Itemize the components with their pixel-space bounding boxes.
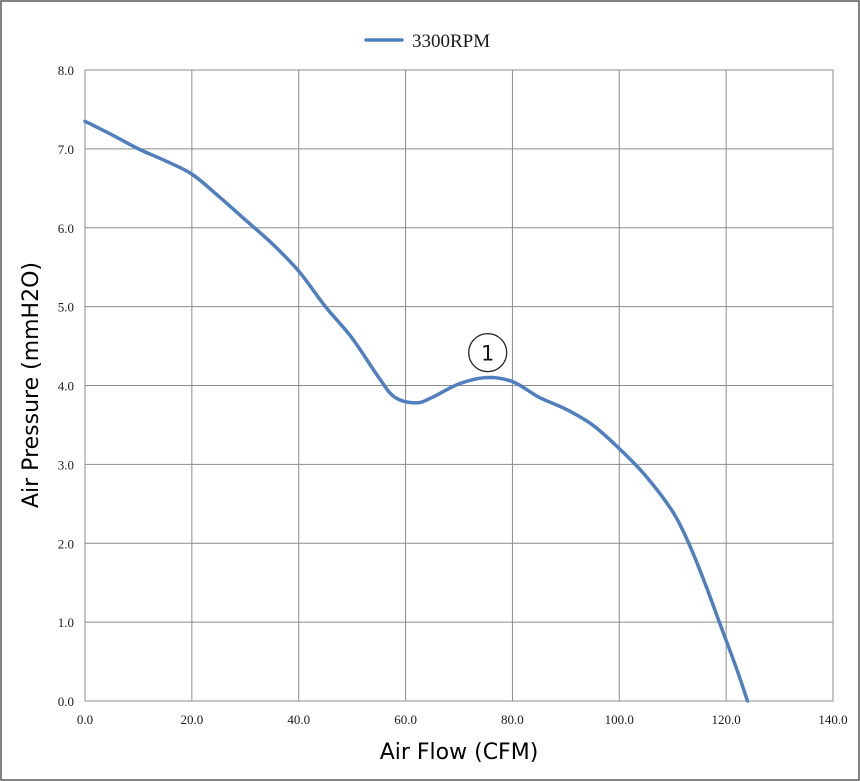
y-tick-label: 6.0 xyxy=(58,221,74,236)
grid xyxy=(84,69,834,702)
x-tick-label: 140.0 xyxy=(818,712,847,727)
y-tick-label: 1.0 xyxy=(58,615,74,630)
x-tick-label: 0.0 xyxy=(77,712,93,727)
x-tick-label: 20.0 xyxy=(180,712,203,727)
y-tick-label: 8.0 xyxy=(58,63,74,78)
x-axis-title: Air Flow (CFM) xyxy=(380,740,539,765)
x-tick-label: 40.0 xyxy=(287,712,310,727)
annotation-layer: 1 xyxy=(468,332,508,373)
x-tick-label: 100.0 xyxy=(605,712,634,727)
series-line-3300rpm xyxy=(83,119,750,703)
y-tick-label: 3.0 xyxy=(58,457,74,472)
x-tick-label: 120.0 xyxy=(712,712,741,727)
x-axis-ticks: 0.0 20.0 40.0 60.0 80.0 100.0 120.0 140.0 xyxy=(77,712,848,727)
y-tick-label: 0.0 xyxy=(58,694,74,709)
legend: 3300RPM xyxy=(364,31,490,52)
x-tick-label: 80.0 xyxy=(501,712,524,727)
series-layer xyxy=(83,119,750,703)
annotation-label: 1 xyxy=(481,342,494,366)
y-axis-ticks: 0.0 1.0 2.0 3.0 4.0 5.0 6.0 7.0 8.0 xyxy=(58,63,74,709)
y-tick-label: 7.0 xyxy=(58,142,74,157)
legend-label-3300rpm: 3300RPM xyxy=(412,31,490,52)
y-tick-label: 4.0 xyxy=(58,379,74,394)
y-axis-title: Air Pressure (mmH2O) xyxy=(19,262,44,508)
y-tick-label: 2.0 xyxy=(58,536,74,551)
x-tick-label: 60.0 xyxy=(394,712,417,727)
annotation-marker xyxy=(468,332,508,373)
y-tick-label: 5.0 xyxy=(58,300,74,315)
